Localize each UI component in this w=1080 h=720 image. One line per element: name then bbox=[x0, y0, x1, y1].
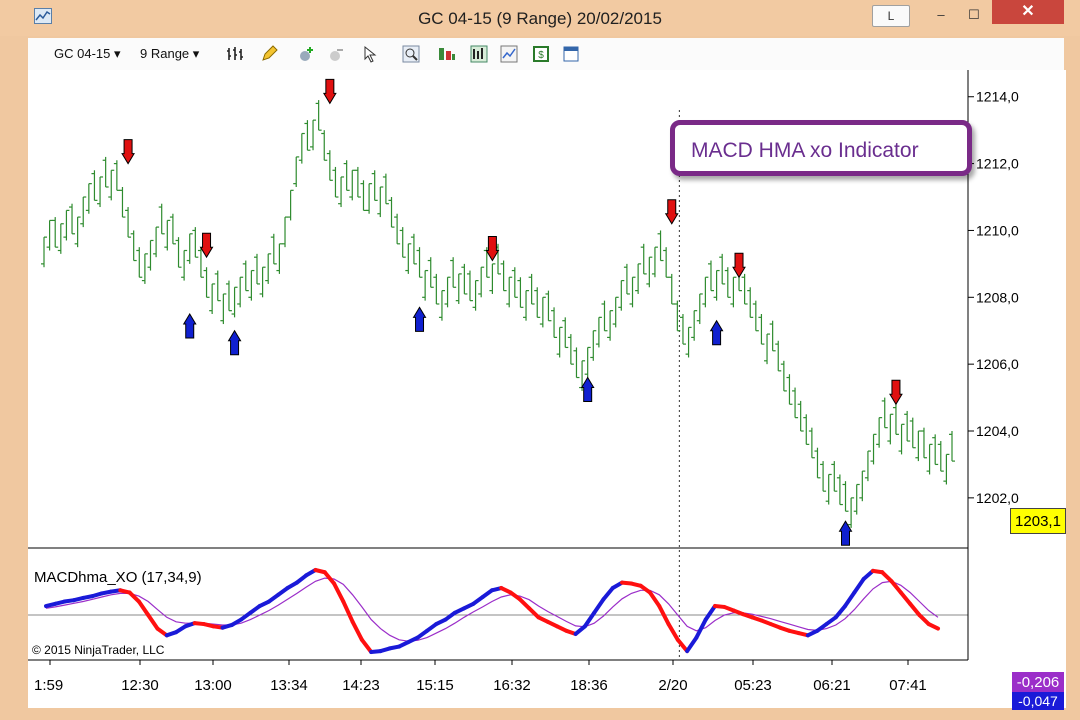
buy-signal-arrow bbox=[580, 376, 595, 403]
macd-line-segment bbox=[675, 637, 690, 654]
macd-line-segment bbox=[647, 590, 662, 609]
indicator-title: MACDhma_XO (17,34,9) bbox=[34, 569, 202, 586]
zoom-out-icon[interactable] bbox=[328, 45, 346, 63]
time-tick-label: 14:23 bbox=[342, 677, 380, 694]
macd-line-segment bbox=[852, 577, 866, 595]
time-tick-label: 07:41 bbox=[889, 677, 927, 694]
buy-signal-arrow bbox=[709, 319, 724, 346]
svg-text:$: $ bbox=[538, 50, 544, 61]
instrument-selector[interactable]: GC 04-15 ▾ bbox=[54, 46, 121, 61]
price-tick-label: 1212,0 bbox=[976, 156, 1019, 172]
sell-signal-arrow bbox=[732, 252, 746, 279]
macd-line-segment bbox=[146, 613, 160, 631]
time-tick-label: 12:30 bbox=[121, 677, 159, 694]
data-box-icon[interactable]: $ bbox=[532, 45, 550, 63]
macd-line-segment bbox=[582, 610, 597, 629]
macd-line-segment bbox=[880, 570, 894, 584]
time-tick-label: 13:00 bbox=[194, 677, 232, 694]
signal-value-tag: -0,206 bbox=[1012, 672, 1064, 694]
time-tick-label: 1:59 bbox=[34, 677, 63, 694]
macd-line-segment bbox=[926, 622, 940, 631]
chart-canvas[interactable]: MACDhma_XO (17,34,9) © 2015 NinjaTrader, … bbox=[28, 70, 1066, 708]
price-tick-label: 1206,0 bbox=[976, 356, 1019, 372]
time-tick-label: 16:32 bbox=[493, 677, 531, 694]
time-tick-label: 18:36 bbox=[570, 677, 608, 694]
callout-text: MACD HMA xo Indicator bbox=[691, 139, 919, 162]
macd-line-segment bbox=[843, 590, 857, 609]
sell-signal-arrow bbox=[121, 139, 135, 165]
macd-line-segment bbox=[350, 619, 364, 642]
price-tick-label: 1210,0 bbox=[976, 222, 1019, 238]
price-tick-label: 1204,0 bbox=[976, 423, 1019, 439]
macd-line-segment bbox=[889, 579, 903, 595]
macd-line-segment bbox=[898, 590, 913, 606]
macd-line-segment bbox=[861, 568, 875, 582]
macd-line-segment bbox=[592, 597, 606, 615]
period-selector[interactable]: 9 Range ▾ bbox=[140, 46, 200, 61]
macd-line-segment bbox=[833, 604, 848, 620]
sell-signal-arrow bbox=[889, 379, 903, 406]
buy-signal-arrow bbox=[838, 520, 853, 546]
chart-properties-icon[interactable] bbox=[500, 45, 518, 63]
sell-signal-arrow bbox=[199, 232, 214, 259]
time-tick-label: 06:21 bbox=[813, 677, 851, 694]
time-tick-label: 2/20 bbox=[658, 677, 687, 694]
time-tick-label: 13:34 bbox=[270, 677, 308, 694]
title-bar[interactable]: GC 04-15 (9 Range) 20/02/2015 L – ☐ ✕ bbox=[0, 0, 1080, 36]
layout-icon[interactable] bbox=[562, 45, 580, 63]
time-tick-label: 15:15 bbox=[416, 677, 454, 694]
chart-toolbar: GC 04-15 ▾ 9 Range ▾ $ bbox=[28, 38, 1064, 70]
minimize-button[interactable]: – bbox=[937, 7, 945, 22]
search-icon[interactable] bbox=[402, 45, 420, 63]
macd-line-segment bbox=[601, 586, 615, 602]
macd-line-segment bbox=[657, 604, 671, 627]
macd-line-segment bbox=[332, 581, 346, 604]
sell-signal-arrow bbox=[485, 236, 500, 262]
layout-button[interactable]: L bbox=[872, 5, 910, 27]
pointer-icon[interactable] bbox=[362, 45, 380, 63]
maximize-button[interactable]: ☐ bbox=[968, 7, 980, 22]
macd-line-segment bbox=[666, 622, 680, 642]
sell-signal-arrow bbox=[322, 78, 337, 105]
macd-line-segment bbox=[359, 637, 374, 654]
buy-signal-arrow bbox=[227, 329, 242, 356]
macd-line-segment bbox=[322, 570, 337, 586]
price-tick-label: 1208,0 bbox=[976, 289, 1019, 305]
indicator-callout: MACD HMA xo Indicator bbox=[670, 120, 972, 176]
macd-line-segment bbox=[136, 599, 151, 618]
indicators-icon[interactable] bbox=[470, 45, 488, 63]
macd-line-segment bbox=[917, 613, 931, 627]
macd-line-segment bbox=[703, 604, 717, 622]
macd-line-segment bbox=[527, 606, 541, 620]
price-tick-label: 1202,0 bbox=[976, 490, 1019, 506]
zoom-in-icon[interactable] bbox=[298, 45, 316, 63]
macd-line-segment bbox=[694, 617, 708, 640]
price-tick-label: 1214,0 bbox=[976, 89, 1019, 105]
sell-signal-arrow bbox=[664, 199, 679, 225]
macd-line-segment bbox=[685, 635, 699, 654]
macd-value-tag: -0,047 bbox=[1012, 692, 1064, 710]
window-title: GC 04-15 (9 Range) 20/02/2015 bbox=[418, 9, 662, 28]
bar-style-icon[interactable] bbox=[226, 45, 244, 63]
macd-line-segment bbox=[517, 597, 532, 611]
macd-line-segment bbox=[908, 601, 922, 618]
pencil-icon[interactable] bbox=[260, 45, 278, 63]
macd-line-segment bbox=[127, 590, 141, 604]
macd-line-segment bbox=[341, 599, 355, 624]
chart-panel[interactable]: MACDhma_XO (17,34,9) © 2015 NinjaTrader, … bbox=[28, 70, 1066, 710]
close-button[interactable]: ✕ bbox=[992, 0, 1064, 24]
strategy-icon[interactable] bbox=[438, 45, 456, 63]
copyright-text: © 2015 NinjaTrader, LLC bbox=[32, 643, 165, 657]
chart-app-icon bbox=[34, 8, 52, 24]
buy-signal-arrow bbox=[182, 313, 197, 339]
time-tick-label: 05:23 bbox=[734, 677, 772, 694]
last-price-tag: 1203,1 bbox=[1010, 508, 1066, 534]
buy-signal-arrow bbox=[412, 306, 427, 332]
macd-line-segment bbox=[573, 624, 587, 636]
